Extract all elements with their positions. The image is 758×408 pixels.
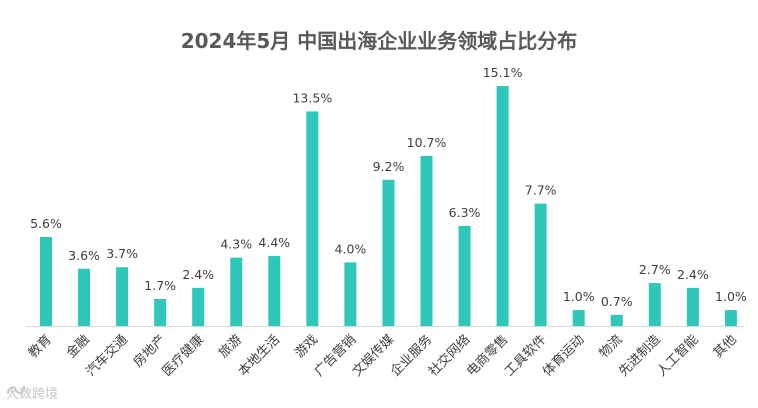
data-label: 1.0% [563, 289, 595, 304]
x-tick-label: 本地生活 [236, 332, 283, 379]
data-label: 10.7% [407, 135, 447, 150]
bar [648, 283, 661, 326]
data-label: 4.4% [258, 235, 290, 250]
data-label: 4.0% [335, 241, 367, 256]
data-label: 2.7% [639, 262, 671, 277]
data-label: 4.3% [220, 237, 252, 252]
data-label: 3.6% [68, 248, 100, 263]
bar [382, 179, 395, 326]
data-label: 13.5% [292, 90, 332, 105]
bar [306, 111, 319, 326]
data-label: 7.7% [525, 183, 557, 198]
chart-title: 2024年5月 中国出海企业业务领域占比分布 [180, 29, 578, 53]
data-label: 3.7% [106, 246, 138, 261]
x-tick-label: 其他 [711, 332, 740, 361]
bar [686, 287, 699, 326]
bar [40, 236, 52, 326]
bar [496, 86, 509, 326]
x-tick-label: 人工智能 [654, 332, 701, 379]
watermark-text: 大数跨境 [6, 387, 59, 402]
x-tick-label: 体育运动 [539, 332, 587, 380]
bar [230, 257, 243, 326]
data-label: 15.1% [483, 65, 523, 80]
bar [724, 310, 737, 326]
x-tick-label: 游戏 [292, 332, 321, 361]
bar [534, 203, 547, 326]
bar [78, 268, 91, 326]
bar [154, 298, 167, 326]
bar [116, 267, 129, 326]
x-tick-label: 物流 [597, 332, 626, 361]
data-label: 2.4% [182, 267, 214, 282]
data-label: 6.3% [449, 205, 481, 220]
watermark: 大数跨境 [6, 383, 58, 402]
bar [192, 287, 205, 326]
data-label: 9.2% [373, 159, 405, 174]
brand-logo-icon [7, 385, 25, 395]
x-tick-label: 教育 [25, 332, 55, 362]
data-label: 2.4% [677, 267, 709, 282]
bar [610, 314, 623, 326]
bar [572, 310, 585, 326]
data-label: 1.0% [715, 289, 747, 304]
data-label: 0.7% [601, 294, 633, 309]
data-label: 5.6% [30, 216, 62, 231]
x-tick-label: 汽车交通 [83, 332, 131, 380]
bar [344, 262, 357, 326]
x-tick-label: 旅游 [216, 332, 245, 361]
bar [458, 225, 471, 326]
data-label: 1.7% [144, 278, 176, 293]
x-tick-label: 金融 [63, 332, 93, 362]
bar [268, 256, 281, 326]
bar [420, 155, 433, 326]
x-tick-label: 医疗健康 [159, 332, 207, 380]
